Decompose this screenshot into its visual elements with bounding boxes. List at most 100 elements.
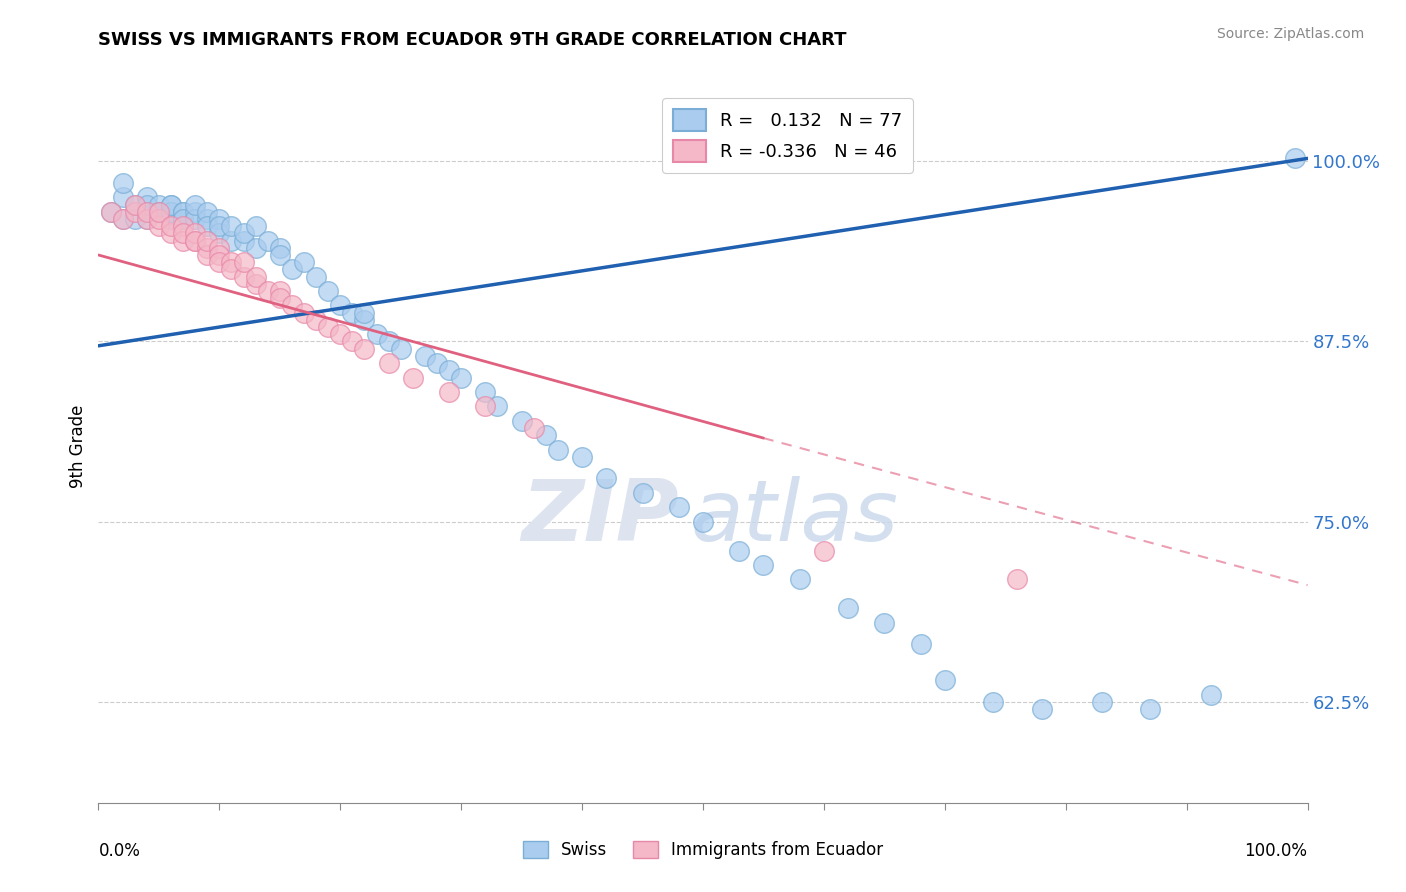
Point <box>437 363 460 377</box>
Point <box>366 327 388 342</box>
Point <box>534 428 557 442</box>
Point <box>124 204 146 219</box>
Point <box>292 306 315 320</box>
Point <box>426 356 449 370</box>
Point <box>135 211 157 226</box>
Point <box>208 248 231 262</box>
Point <box>437 384 460 399</box>
Point <box>631 486 654 500</box>
Point <box>353 342 375 356</box>
Point <box>195 204 218 219</box>
Point <box>752 558 775 572</box>
Point <box>245 269 267 284</box>
Point <box>269 284 291 298</box>
Point <box>148 204 170 219</box>
Point <box>353 313 375 327</box>
Point <box>184 211 207 226</box>
Point <box>172 234 194 248</box>
Point <box>269 248 291 262</box>
Point <box>221 234 243 248</box>
Point <box>316 320 339 334</box>
Point <box>1199 688 1222 702</box>
Point <box>160 211 183 226</box>
Point <box>148 204 170 219</box>
Point <box>789 572 811 586</box>
Text: Source: ZipAtlas.com: Source: ZipAtlas.com <box>1216 27 1364 41</box>
Text: ZIP: ZIP <box>522 475 679 559</box>
Point <box>160 227 183 241</box>
Point <box>813 543 835 558</box>
Point <box>111 211 134 226</box>
Point <box>342 306 364 320</box>
Point <box>413 349 436 363</box>
Point <box>184 204 207 219</box>
Point <box>172 211 194 226</box>
Point <box>160 197 183 211</box>
Point <box>1139 702 1161 716</box>
Point <box>195 241 218 255</box>
Point <box>100 204 122 219</box>
Point <box>474 384 496 399</box>
Point <box>100 204 122 219</box>
Y-axis label: 9th Grade: 9th Grade <box>69 404 87 488</box>
Point <box>124 197 146 211</box>
Point <box>232 255 254 269</box>
Point <box>837 601 859 615</box>
Point <box>208 227 231 241</box>
Point <box>981 695 1004 709</box>
Point <box>342 334 364 349</box>
Point <box>245 241 267 255</box>
Point <box>547 442 569 457</box>
Point <box>292 255 315 269</box>
Point <box>910 637 932 651</box>
Point <box>208 211 231 226</box>
Point <box>124 197 146 211</box>
Point <box>571 450 593 464</box>
Point <box>135 197 157 211</box>
Point <box>208 219 231 234</box>
Point <box>377 334 399 349</box>
Text: SWISS VS IMMIGRANTS FROM ECUADOR 9TH GRADE CORRELATION CHART: SWISS VS IMMIGRANTS FROM ECUADOR 9TH GRA… <box>98 31 846 49</box>
Point <box>692 515 714 529</box>
Point <box>172 204 194 219</box>
Point <box>728 543 751 558</box>
Point <box>172 219 194 234</box>
Point <box>668 500 690 515</box>
Point <box>148 211 170 226</box>
Text: 0.0%: 0.0% <box>98 842 141 860</box>
Text: atlas: atlas <box>690 475 898 559</box>
Point <box>232 269 254 284</box>
Point <box>172 204 194 219</box>
Point <box>148 204 170 219</box>
Point <box>221 262 243 277</box>
Point <box>1031 702 1053 716</box>
Point <box>329 298 352 312</box>
Point <box>281 262 304 277</box>
Point <box>232 234 254 248</box>
Point <box>111 176 134 190</box>
Point <box>221 219 243 234</box>
Point <box>595 471 617 485</box>
Point <box>256 234 278 248</box>
Point <box>269 241 291 255</box>
Point <box>450 370 472 384</box>
Point <box>135 211 157 226</box>
Point <box>402 370 425 384</box>
Point <box>474 400 496 414</box>
Legend: Swiss, Immigrants from Ecuador: Swiss, Immigrants from Ecuador <box>523 840 883 859</box>
Point <box>523 421 546 435</box>
Point <box>353 306 375 320</box>
Point <box>221 255 243 269</box>
Point <box>245 277 267 291</box>
Point <box>148 219 170 234</box>
Point <box>195 234 218 248</box>
Point <box>195 248 218 262</box>
Point <box>135 204 157 219</box>
Point <box>135 190 157 204</box>
Point <box>208 241 231 255</box>
Point <box>873 615 896 630</box>
Point <box>934 673 956 688</box>
Point <box>184 234 207 248</box>
Point <box>305 269 328 284</box>
Point <box>160 197 183 211</box>
